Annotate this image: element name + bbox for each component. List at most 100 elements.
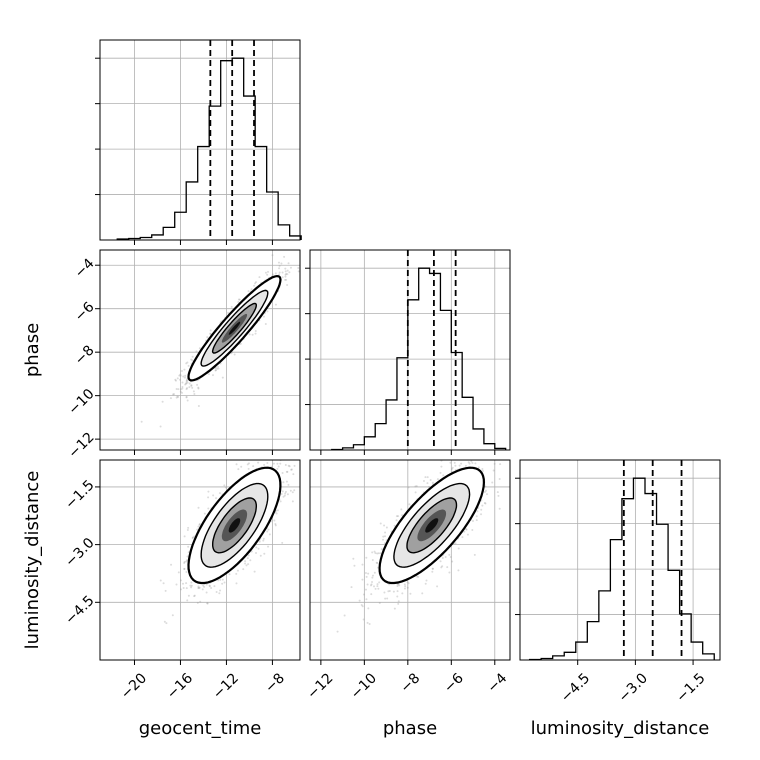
scatter-point bbox=[473, 553, 476, 556]
scatter-point bbox=[187, 551, 190, 554]
scatter-point bbox=[448, 553, 451, 556]
scatter-point bbox=[371, 580, 374, 583]
scatter-point bbox=[403, 583, 406, 586]
scatter-point bbox=[415, 485, 418, 488]
scatter-point bbox=[408, 503, 411, 506]
scatter-point bbox=[185, 395, 188, 398]
scatter-point bbox=[209, 332, 212, 335]
scatter-point bbox=[375, 561, 378, 564]
density-contour-4 bbox=[228, 518, 241, 533]
scatter-point bbox=[186, 378, 189, 381]
scatter-point bbox=[297, 456, 299, 458]
scatter-point bbox=[426, 476, 429, 479]
scatter-point bbox=[278, 439, 280, 441]
scatter-point bbox=[370, 583, 373, 586]
scatter-point bbox=[293, 489, 296, 492]
scatter-point bbox=[362, 593, 365, 596]
scatter-point bbox=[378, 581, 381, 584]
scatter-point bbox=[387, 590, 390, 593]
scatter-point bbox=[183, 376, 186, 379]
scatter-point bbox=[480, 513, 483, 516]
scatter-point bbox=[217, 579, 220, 582]
scatter-point bbox=[289, 266, 292, 269]
scatter-point bbox=[181, 387, 184, 390]
scatter-point bbox=[250, 550, 253, 553]
scatter-point bbox=[444, 556, 447, 559]
scatter-point bbox=[493, 462, 496, 465]
scatter-point bbox=[197, 387, 200, 390]
scatter-point bbox=[240, 465, 243, 468]
scatter-point bbox=[497, 494, 500, 497]
scatter-point bbox=[221, 582, 224, 585]
x-tick-label: −4 bbox=[484, 670, 510, 696]
scatter-point bbox=[267, 270, 270, 273]
panel-background bbox=[310, 250, 510, 450]
scatter-point bbox=[190, 584, 193, 587]
scatter-point bbox=[281, 271, 284, 274]
scatter-point bbox=[219, 578, 222, 581]
scatter-point bbox=[170, 563, 173, 566]
scatter-point bbox=[425, 579, 428, 582]
scatter-point bbox=[291, 500, 294, 503]
scatter-point bbox=[203, 585, 206, 588]
scatter-point bbox=[352, 557, 355, 560]
scatter-point bbox=[254, 282, 257, 285]
scatter-point bbox=[198, 347, 201, 350]
density-contour-4 bbox=[425, 518, 439, 533]
scatter-point bbox=[431, 567, 434, 570]
scatter-point bbox=[140, 420, 143, 423]
scatter-point bbox=[392, 590, 395, 593]
histogram-steps bbox=[116, 57, 302, 240]
scatter-point bbox=[185, 362, 188, 365]
scatter-point bbox=[398, 584, 401, 587]
scatter-point bbox=[257, 461, 260, 464]
scatter-point bbox=[279, 446, 281, 448]
scatter-point bbox=[288, 465, 291, 468]
scatter-point bbox=[440, 465, 443, 468]
x-tick-label: −12 bbox=[210, 670, 242, 702]
scatter-point bbox=[274, 303, 277, 306]
scatter-point bbox=[371, 576, 374, 579]
scatter-point bbox=[284, 463, 287, 466]
scatter-point bbox=[416, 575, 419, 578]
scatter-point bbox=[468, 462, 471, 465]
scatter-point bbox=[211, 374, 214, 377]
scatter-point bbox=[379, 522, 382, 525]
scatter-point bbox=[237, 300, 240, 303]
scatter-point bbox=[431, 567, 434, 570]
scatter-point bbox=[215, 497, 218, 500]
scatter-point bbox=[293, 464, 296, 467]
density-contour-4 bbox=[228, 321, 241, 335]
x-tick-label: −3.0 bbox=[616, 670, 651, 705]
scatter-point bbox=[396, 585, 399, 588]
scatter-point bbox=[442, 474, 445, 477]
scatter-point bbox=[388, 589, 391, 592]
scatter-point bbox=[450, 468, 453, 471]
scatter-point bbox=[297, 266, 300, 269]
scatter-point bbox=[288, 271, 291, 274]
scatter-point bbox=[190, 384, 193, 387]
y-axis-label-phase: phase bbox=[22, 323, 43, 377]
scatter-point bbox=[254, 332, 257, 335]
scatter-point bbox=[217, 367, 220, 370]
scatter-point bbox=[177, 388, 180, 391]
scatter-point bbox=[208, 585, 211, 588]
scatter-point bbox=[272, 462, 275, 465]
scatter-point bbox=[492, 469, 495, 472]
y-tick-label: −6 bbox=[72, 299, 98, 325]
scatter-point bbox=[258, 540, 261, 543]
scatter-point bbox=[227, 311, 230, 314]
histogram-steps bbox=[331, 267, 507, 451]
scatter-point bbox=[266, 273, 269, 276]
scatter-point bbox=[280, 262, 283, 265]
y-tick-label: −4 bbox=[72, 255, 98, 281]
scatter-point bbox=[358, 599, 361, 602]
scatter-point bbox=[207, 507, 210, 510]
scatter-point bbox=[276, 458, 278, 460]
scatter-point bbox=[185, 379, 188, 382]
scatter-point bbox=[196, 528, 199, 531]
scatter-point bbox=[393, 524, 396, 527]
scatter-point bbox=[486, 493, 489, 496]
scatter-point bbox=[197, 525, 200, 528]
scatter-point bbox=[498, 507, 501, 510]
